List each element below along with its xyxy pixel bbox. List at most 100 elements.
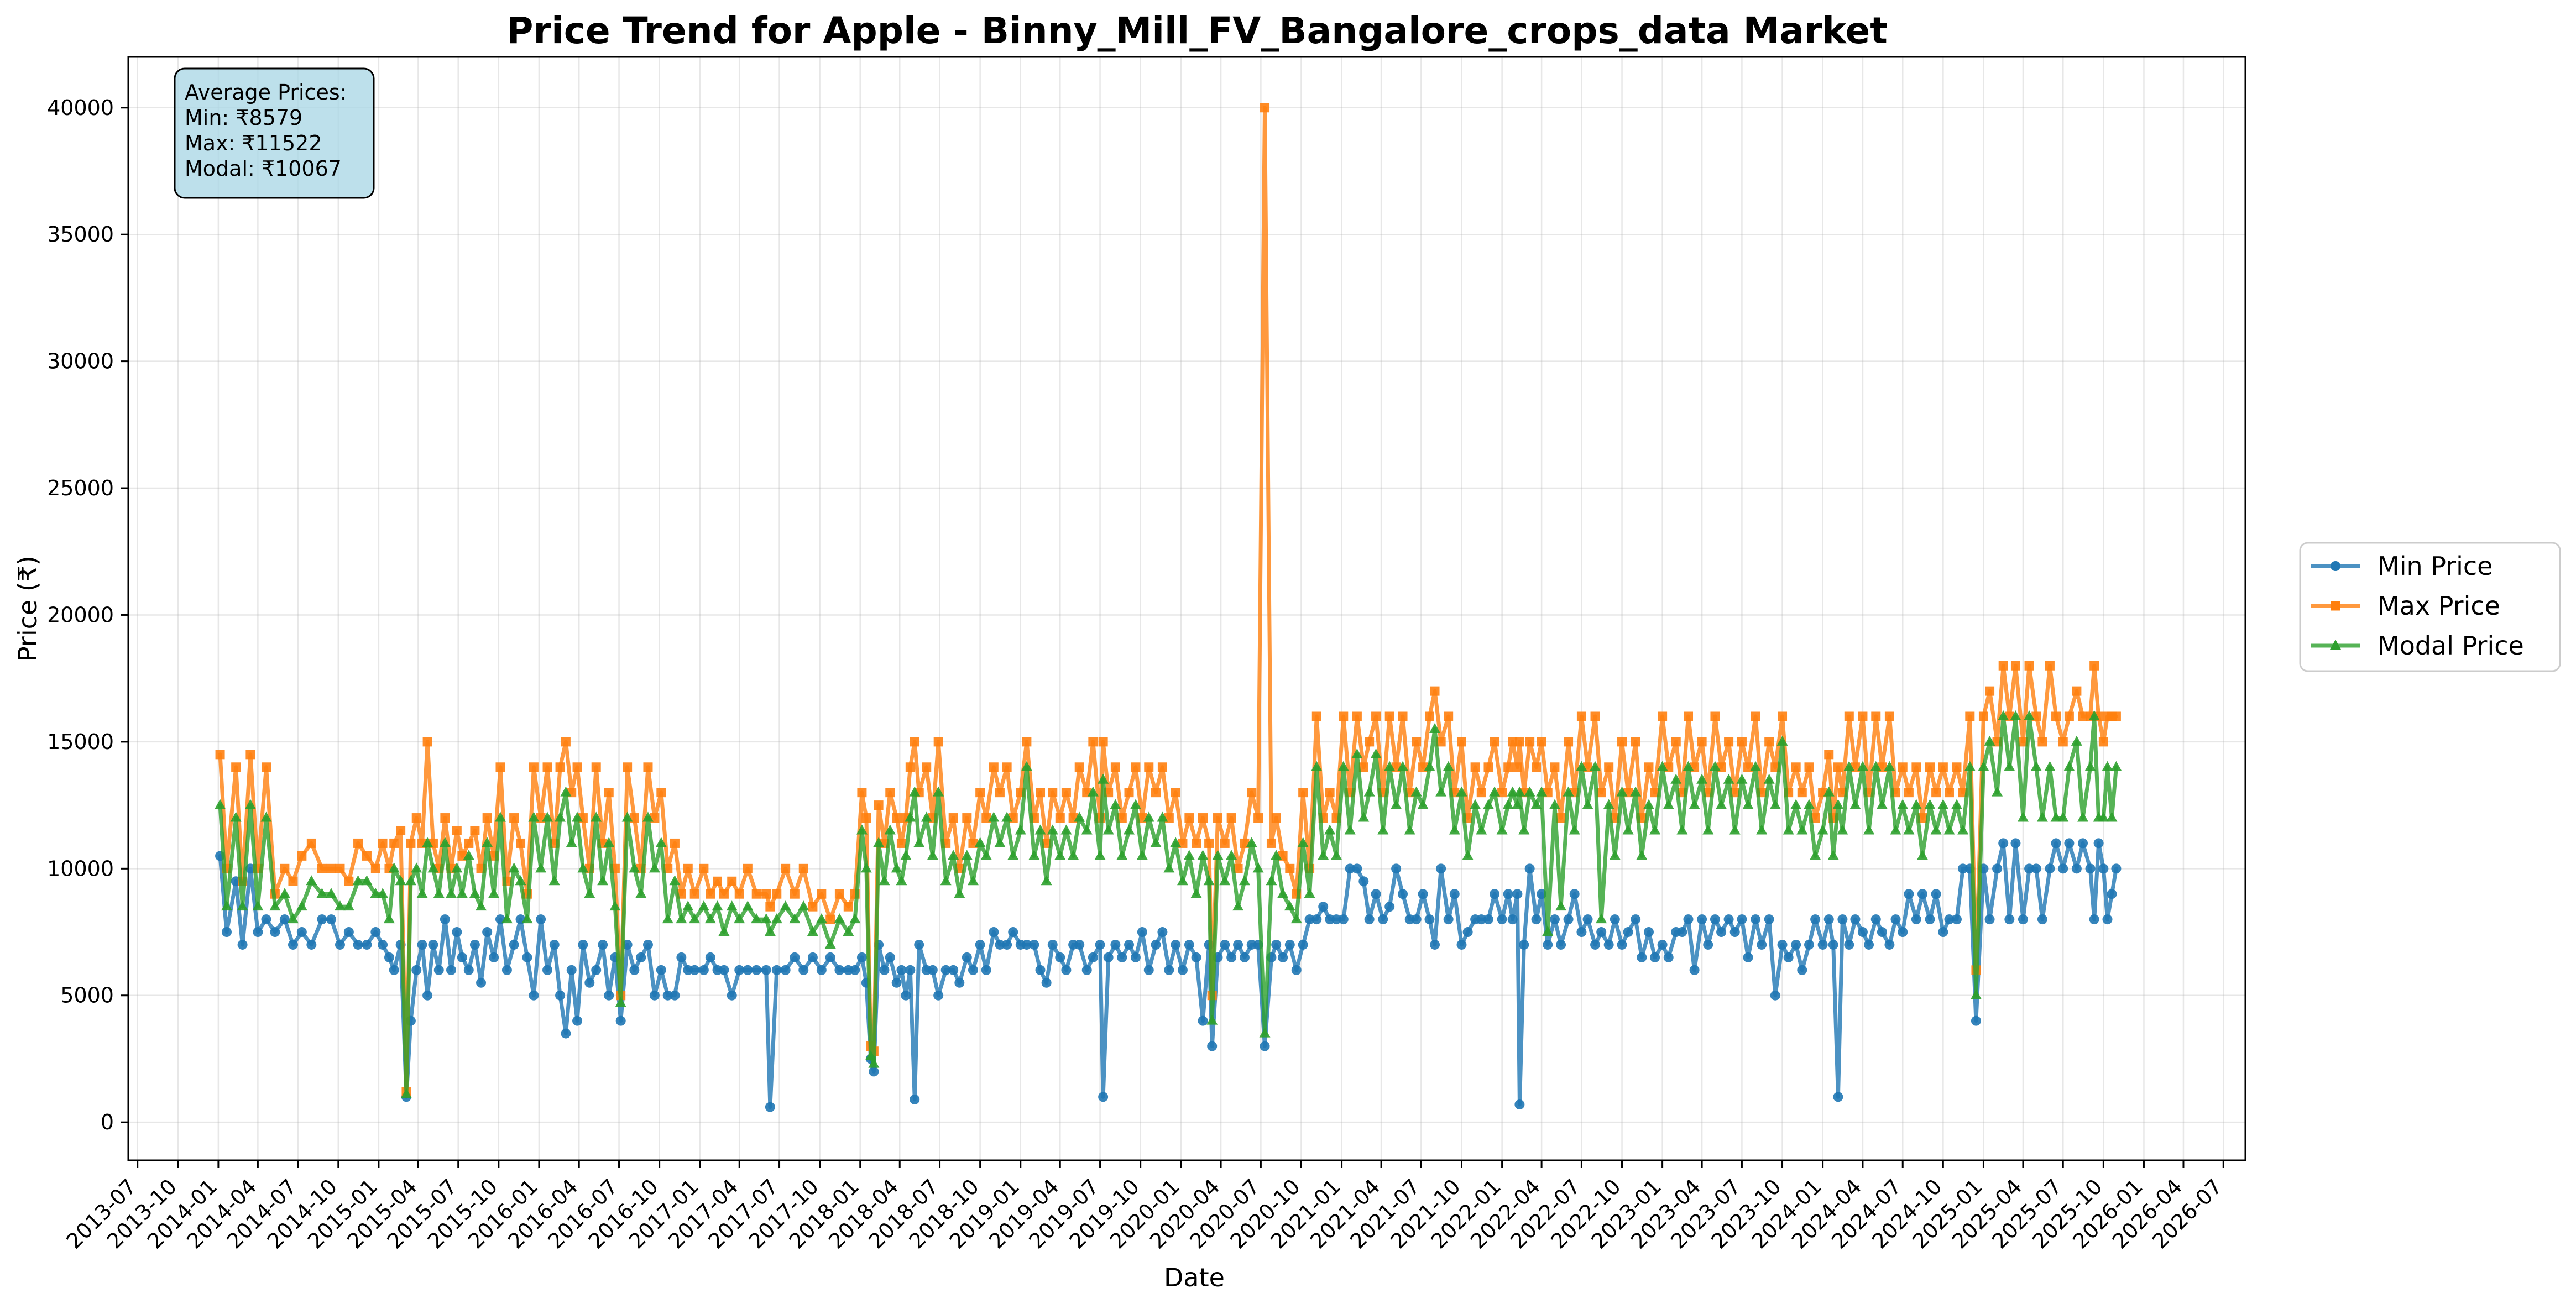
modal-price-point <box>2057 811 2069 822</box>
min-price-point <box>1338 914 1349 925</box>
min-price-point <box>1971 1015 1981 1026</box>
min-price-point <box>901 990 911 1001</box>
min-price-point <box>1657 939 1668 950</box>
max-price-point <box>1671 737 1681 747</box>
max-price-point <box>1042 838 1052 848</box>
modal-price-point <box>1964 761 1976 771</box>
modal-price-point <box>1060 824 1072 835</box>
max-price-point <box>1596 788 1606 798</box>
max-price-point <box>1002 762 1012 772</box>
modal-price-point <box>1930 824 1942 835</box>
min-price-point <box>317 914 327 925</box>
modal-price-point <box>494 811 506 822</box>
min-price-point <box>1278 952 1288 962</box>
modal-price-point <box>974 837 986 847</box>
modal-price-point <box>726 900 738 911</box>
modal-price-point <box>1034 824 1046 835</box>
min-price-point <box>245 863 255 874</box>
min-price-point <box>834 965 845 975</box>
modal-price-point <box>1916 850 1928 860</box>
modal-price-point <box>1277 888 1289 898</box>
modal-price-point <box>215 799 226 809</box>
modal-price-point <box>909 786 921 797</box>
modal-price-point <box>1212 850 1224 860</box>
modal-price-point <box>1246 837 1257 847</box>
max-price-point <box>922 762 932 772</box>
modal-price-point <box>615 997 626 1007</box>
min-price-point <box>578 939 588 950</box>
max-price-point <box>509 813 519 823</box>
min-price-point <box>1791 939 1801 950</box>
modal-price-point <box>370 888 382 898</box>
min-price-point <box>2004 914 2015 925</box>
max-price-point <box>1550 762 1560 772</box>
max-price-point <box>2098 737 2108 747</box>
min-price-point <box>1931 889 1941 899</box>
modal-price-point <box>780 900 791 911</box>
modal-price-point <box>764 926 776 936</box>
max-price-point <box>1737 737 1747 747</box>
max-price-point <box>2018 737 2028 747</box>
modal-price-point <box>352 875 364 886</box>
modal-price-point <box>980 850 992 860</box>
modal-price-point <box>2030 761 2042 771</box>
max-price-point <box>643 762 653 772</box>
modal-price-point <box>718 926 730 936</box>
modal-price-point <box>1021 761 1032 771</box>
min-price-point <box>1418 889 1428 899</box>
min-price-point <box>615 1015 626 1026</box>
max-price-point <box>1490 737 1499 747</box>
max-price-point <box>1938 762 1948 772</box>
modal-price-point <box>1397 761 1409 771</box>
modal-price-point <box>1603 799 1614 809</box>
modal-price-point <box>1723 773 1734 784</box>
modal-price-point <box>1524 786 1535 797</box>
modal-price-point <box>1183 850 1195 860</box>
modal-price-point <box>927 850 938 860</box>
max-price-point <box>215 750 225 760</box>
max-price-point <box>1931 788 1941 798</box>
modal-price-point <box>476 900 487 911</box>
min-price-point <box>489 952 499 962</box>
min-price-point <box>676 952 687 962</box>
modal-price-point <box>689 913 701 924</box>
modal-price-point <box>879 875 890 886</box>
modal-price-point <box>1709 761 1721 771</box>
modal-price-point <box>334 900 346 911</box>
min-price-point <box>1828 939 1838 950</box>
modal-price-point <box>1970 989 1982 999</box>
max-price-point <box>261 762 271 772</box>
max-price-point <box>470 825 480 835</box>
modal-price-point <box>260 811 272 822</box>
modal-price-point <box>734 913 745 924</box>
min-price-point <box>1870 914 1881 925</box>
max-price-point <box>1617 737 1627 747</box>
modal-price-point <box>698 900 709 911</box>
min-price-point <box>1035 965 1046 975</box>
min-price-point <box>995 939 1005 950</box>
modal-price-point <box>1876 799 1888 809</box>
modal-price-point <box>451 862 463 873</box>
min-price-point <box>734 965 745 975</box>
modal-price-point <box>1443 761 1454 771</box>
max-price-point <box>1576 711 1586 721</box>
modal-price-point <box>1630 786 1642 797</box>
modal-price-point <box>1098 773 1109 784</box>
modal-price-point <box>1790 799 1802 809</box>
min-price-point <box>1318 902 1329 912</box>
max-price-point <box>1184 813 1194 823</box>
max-price-point <box>344 876 354 886</box>
max-price-point <box>1525 737 1535 747</box>
min-price-point <box>1703 939 1713 950</box>
legend-marker-min-price <box>2331 561 2340 571</box>
max-price-point <box>734 889 744 899</box>
max-price-point <box>561 737 571 747</box>
y-tick-label: 40000 <box>47 96 114 120</box>
min-price-point <box>1890 914 1901 925</box>
max-price-point <box>495 762 505 772</box>
min-price-point <box>1524 863 1535 874</box>
modal-price-point <box>1219 875 1231 886</box>
max-price-point <box>1055 813 1065 823</box>
modal-price-point <box>704 913 716 924</box>
modal-price-point <box>948 850 959 860</box>
